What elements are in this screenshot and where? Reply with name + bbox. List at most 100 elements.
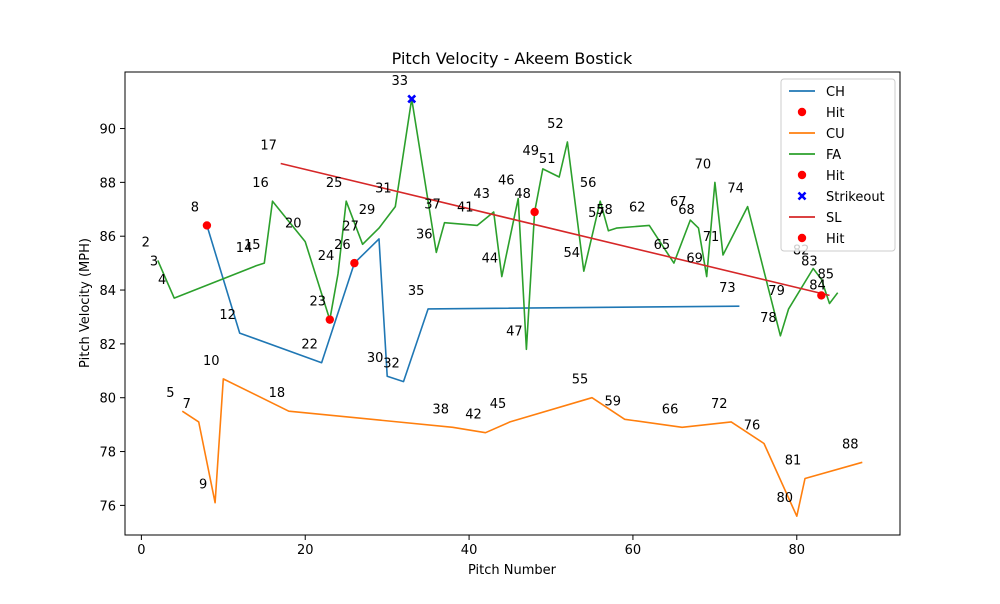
pitch-number-label: 37 bbox=[424, 198, 441, 213]
pitch-number-label: 25 bbox=[326, 176, 343, 191]
pitch-number-label: 70 bbox=[695, 157, 712, 172]
pitch-number-label: 44 bbox=[482, 252, 499, 267]
pitch-number-label: 8 bbox=[191, 200, 199, 215]
pitch-number-label: 35 bbox=[408, 284, 425, 299]
legend-label: CH bbox=[826, 85, 845, 100]
pitch-number-label: 69 bbox=[686, 252, 703, 267]
y-tick-label: 84 bbox=[99, 284, 116, 299]
pitch-number-label: 43 bbox=[473, 187, 490, 202]
pitch-number-label: 38 bbox=[432, 402, 449, 417]
legend-label: SL bbox=[826, 211, 842, 226]
legend-circle-swatch bbox=[798, 234, 806, 242]
pitch-number-label: 3 bbox=[150, 254, 158, 269]
pitch-number-label: 85 bbox=[817, 268, 834, 283]
pitch-number-label: 74 bbox=[727, 182, 744, 197]
pitch-number-label: 80 bbox=[777, 491, 794, 506]
pitch-number-label: 54 bbox=[564, 246, 581, 261]
pitch-number-label: 9 bbox=[199, 478, 207, 493]
x-tick-label: 20 bbox=[297, 543, 314, 558]
legend-label: CU bbox=[826, 127, 845, 142]
pitch-number-label: 79 bbox=[768, 284, 785, 299]
pitch-number-label: 78 bbox=[760, 311, 777, 326]
legend-label: Strikeout bbox=[826, 190, 885, 205]
legend-label: FA bbox=[826, 148, 841, 163]
series-line-fa bbox=[158, 99, 838, 349]
pitch-number-label: 46 bbox=[498, 174, 515, 189]
pitch-number-label: 12 bbox=[219, 308, 236, 323]
pitch-number-label: 15 bbox=[244, 238, 261, 253]
pitch-number-label: 52 bbox=[547, 117, 564, 132]
pitch-number-label: 5 bbox=[166, 386, 174, 401]
pitch-number-label: 76 bbox=[744, 418, 761, 433]
hit-marker bbox=[326, 315, 334, 323]
pitch-number-label: 26 bbox=[334, 238, 351, 253]
pitch-number-label: 20 bbox=[285, 217, 302, 232]
pitch-number-label: 73 bbox=[719, 281, 736, 296]
pitch-number-label: 81 bbox=[785, 453, 802, 468]
pitch-number-label: 62 bbox=[629, 200, 646, 215]
chart-title: Pitch Velocity - Akeem Bostick bbox=[392, 49, 633, 68]
y-axis-label: Pitch Velocity (MPH) bbox=[78, 238, 93, 368]
pitch-number-label: 49 bbox=[523, 144, 540, 159]
pitch-number-label: 4 bbox=[158, 273, 166, 288]
pitch-number-label: 56 bbox=[580, 176, 597, 191]
pitch-number-label: 30 bbox=[367, 351, 384, 366]
pitch-number-label: 2 bbox=[142, 235, 150, 250]
pitch-number-label: 72 bbox=[711, 397, 728, 412]
pitch-number-label: 16 bbox=[252, 176, 269, 191]
pitch-number-label: 48 bbox=[514, 187, 531, 202]
y-axis: 76 78 80 82 84 86 88 90 bbox=[99, 123, 125, 515]
series-line-sl bbox=[281, 164, 830, 296]
pitch-number-label: 31 bbox=[375, 182, 392, 197]
x-tick-label: 40 bbox=[461, 543, 478, 558]
pitch-number-label: 51 bbox=[539, 152, 556, 167]
pitch-number-label: 47 bbox=[506, 324, 523, 339]
pitch-number-label: 83 bbox=[801, 254, 818, 269]
x-axis-label: Pitch Number bbox=[468, 563, 557, 578]
pitch-number-label: 59 bbox=[604, 394, 621, 409]
pitch-number-label: 41 bbox=[457, 200, 474, 215]
pitch-number-label: 32 bbox=[383, 357, 400, 372]
pitch-number-label: 10 bbox=[203, 354, 220, 369]
y-tick-label: 80 bbox=[99, 392, 116, 407]
pitch-number-label: 36 bbox=[416, 227, 433, 242]
y-tick-label: 86 bbox=[99, 230, 116, 245]
legend-label: Hit bbox=[826, 169, 844, 184]
y-tick-label: 88 bbox=[99, 176, 116, 191]
hit-marker bbox=[530, 208, 538, 216]
y-tick-label: 76 bbox=[99, 499, 116, 514]
hit-marker bbox=[203, 221, 211, 229]
legend-label: Hit bbox=[826, 232, 844, 247]
x-tick-label: 0 bbox=[137, 543, 145, 558]
legend-label: Hit bbox=[826, 106, 844, 121]
pitch-number-label: 55 bbox=[572, 373, 589, 388]
hit-marker bbox=[350, 259, 358, 267]
pitch-number-label: 42 bbox=[465, 408, 482, 423]
pitch-number-label: 66 bbox=[662, 402, 679, 417]
legend-circle-swatch bbox=[798, 108, 806, 116]
pitch-number-label: 45 bbox=[490, 397, 507, 412]
pitch-number-label: 71 bbox=[703, 230, 720, 245]
pitch-number-label: 7 bbox=[183, 397, 191, 412]
legend-circle-swatch bbox=[798, 171, 806, 179]
pitch-number-label: 24 bbox=[318, 249, 335, 264]
legend: CH Hit CU FA Hit Strikeout SL Hit bbox=[781, 79, 895, 251]
pitch-number-label: 22 bbox=[301, 338, 318, 353]
pitch-number-label: 23 bbox=[310, 295, 327, 310]
x-axis: 0 20 40 60 80 bbox=[137, 535, 805, 558]
x-tick-label: 60 bbox=[625, 543, 642, 558]
x-tick-label: 80 bbox=[789, 543, 806, 558]
pitch-number-label: 33 bbox=[391, 74, 408, 89]
y-tick-label: 90 bbox=[99, 123, 116, 138]
pitch-number-label: 27 bbox=[342, 219, 359, 234]
pitch-number-label: 65 bbox=[654, 238, 671, 253]
pitch-number-label: 68 bbox=[678, 203, 695, 218]
pitch-number-label: 18 bbox=[269, 386, 286, 401]
pitch-number-label: 17 bbox=[260, 139, 277, 154]
pitch-number-label: 29 bbox=[359, 203, 376, 218]
y-tick-label: 82 bbox=[99, 338, 116, 353]
y-tick-label: 78 bbox=[99, 446, 116, 461]
pitch-number-label: 88 bbox=[842, 437, 859, 452]
pitch-number-label: 58 bbox=[596, 203, 613, 218]
